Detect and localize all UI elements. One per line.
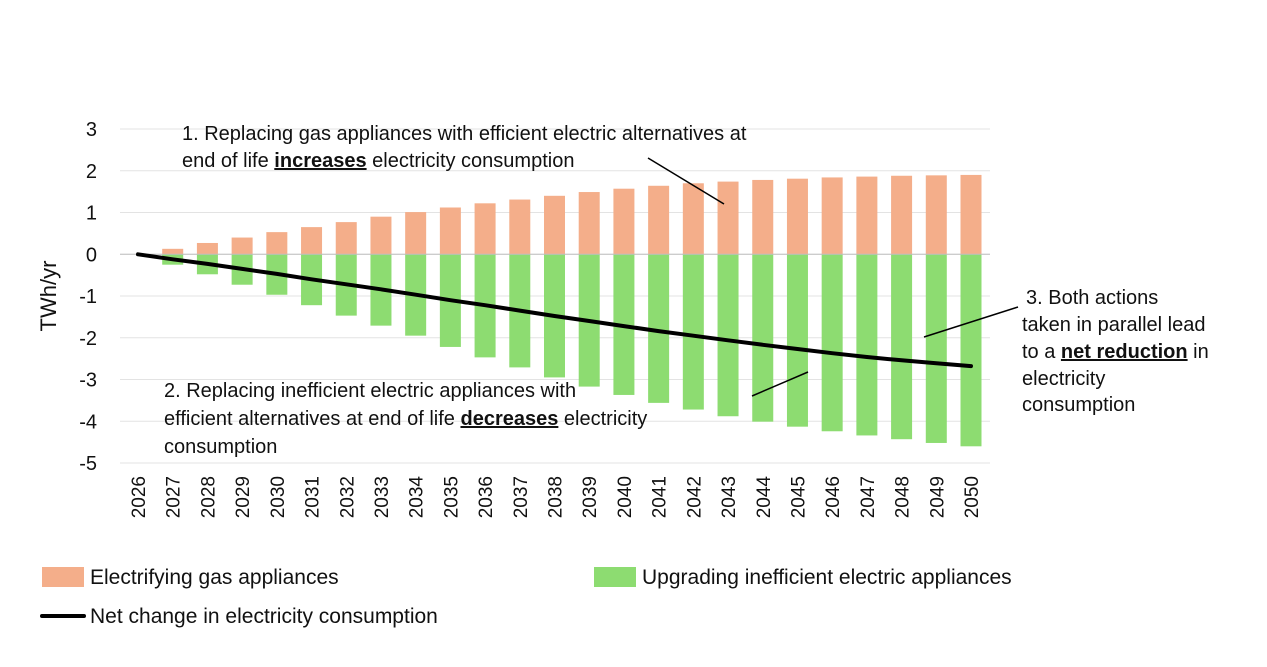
annotation-2-line-1: 2. Replacing inefficient electric applia…: [164, 380, 576, 402]
y-axis-label: TWh/yr: [36, 261, 61, 332]
annotation-1-leader: [647, 157, 725, 205]
x-tick-label: 2045: [788, 476, 809, 518]
x-tick-label: 2032: [337, 476, 358, 518]
legend-swatch-upgrading: [594, 567, 636, 587]
bar-electrifying-2047: [856, 176, 878, 255]
bar-electrifying-2034: [405, 212, 427, 255]
y-tick-label: -2: [79, 328, 97, 350]
annotation-3-line-1: 3. Both actions: [1026, 287, 1158, 309]
bar-electrifying-2041: [648, 185, 670, 255]
x-tick-label: 2038: [546, 476, 567, 518]
x-tick-label: 2043: [719, 476, 740, 518]
bar-electrifying-2045: [786, 178, 808, 255]
annotation-2-leader: [751, 371, 809, 397]
y-tick-labels: 3 2 1 0 -1 -2 -3 -4 -5: [79, 119, 97, 475]
bar-electrifying-2036: [474, 203, 496, 255]
annotation-3-line-5: consumption: [1022, 394, 1135, 416]
bar-electrifying-2038: [544, 195, 565, 255]
x-tick-label: 2031: [303, 476, 324, 518]
bar-electrifying-2050: [960, 174, 982, 255]
net-change-line: [136, 252, 973, 369]
bar-electrifying-2028: [196, 242, 218, 255]
bar-electrifying-2035: [439, 207, 461, 255]
x-tick-label: 2046: [823, 476, 844, 518]
bar-electrifying-2046: [821, 177, 843, 255]
x-tick-label: 2036: [476, 476, 497, 518]
bar-electrifying-2027: [162, 248, 184, 255]
x-tick-label: 2035: [441, 476, 462, 518]
bar-upgrading-2044: [752, 254, 774, 422]
bar-upgrading-2046: [821, 254, 843, 432]
bar-electrifying-2033: [370, 216, 392, 255]
legend-label-electrifying: Electrifying gas appliances: [90, 566, 339, 589]
x-tick-label: 2027: [164, 476, 185, 518]
y-tick-label: -3: [79, 370, 97, 392]
bar-electrifying-2044: [752, 179, 774, 255]
bar-electrifying-2042: [682, 183, 704, 255]
x-tick-labels: 2026 2027 2028 2029 2030 2031 2032 2033 2034 2035…: [129, 476, 983, 519]
bar-upgrading-2050: [960, 254, 982, 447]
x-tick-label: 2048: [893, 476, 914, 518]
annotation-2-line-2: efficient alternatives at end of life de…: [164, 408, 647, 430]
bar-electrifying-2039: [578, 192, 600, 255]
bar-electrifying-2048: [891, 175, 913, 255]
x-tick-label: 2040: [615, 476, 636, 518]
bar-upgrading-2047: [856, 254, 878, 436]
bar-electrifying-2043: [717, 181, 739, 255]
annotation-1: 1. Replacing gas appliances with efficie…: [182, 123, 747, 205]
annotation-1-line-1: 1. Replacing gas appliances with efficie…: [182, 123, 747, 145]
bar-upgrading-2045: [786, 254, 808, 427]
annotation-2: 2. Replacing inefficient electric applia…: [164, 371, 809, 458]
bar-electrifying-2031: [301, 227, 323, 255]
x-tick-label: 2030: [268, 476, 289, 518]
x-tick-label: 2042: [684, 476, 705, 518]
legend-swatch-electrifying: [42, 567, 84, 587]
annotation-3-line-4: electricity: [1022, 368, 1105, 390]
x-tick-label: 2033: [372, 476, 393, 518]
bar-upgrading-2043: [717, 254, 739, 417]
x-tick-label: 2039: [580, 476, 601, 518]
x-tick-label: 2028: [198, 476, 219, 518]
bar-upgrading-2042: [682, 254, 704, 410]
x-tick-label: 2026: [129, 476, 150, 518]
y-tick-label: -1: [79, 286, 97, 308]
y-tick-label: -4: [79, 411, 97, 433]
y-tick-label: 1: [86, 203, 97, 225]
bars: [162, 174, 982, 447]
y-tick-label: -5: [79, 453, 97, 475]
annotation-3: 3. Both actions taken in parallel lead t…: [923, 287, 1209, 416]
x-tick-label: 2029: [233, 476, 254, 518]
x-tick-label: 2049: [927, 476, 948, 518]
x-tick-label: 2044: [754, 476, 775, 519]
y-tick-label: 0: [86, 244, 97, 266]
y-tick-label: 3: [86, 119, 97, 141]
bar-upgrading-2049: [925, 254, 947, 443]
bar-upgrading-2048: [891, 254, 913, 440]
annotation-3-leader: [923, 306, 1019, 338]
annotation-3-line-2: taken in parallel lead: [1022, 314, 1205, 336]
bar-electrifying-2032: [335, 222, 357, 255]
y-tick-label: 2: [86, 161, 97, 183]
legend-label-net: Net change in electricity consumption: [90, 605, 438, 628]
x-tick-label: 2037: [511, 476, 532, 518]
annotation-1-line-2: end of life increases electricity consum…: [182, 150, 574, 172]
bar-electrifying-2040: [613, 188, 635, 255]
bar-electrifying-2030: [266, 232, 288, 255]
x-tick-label: 2034: [407, 476, 428, 519]
x-tick-label: 2041: [650, 476, 671, 518]
bar-electrifying-2049: [925, 175, 947, 255]
x-tick-label: 2050: [962, 476, 983, 518]
legend-label-upgrading: Upgrading inefficient electric appliance…: [642, 566, 1012, 589]
bar-electrifying-2037: [509, 199, 531, 255]
legend: Electrifying gas appliances Upgrading in…: [40, 566, 1012, 628]
x-tick-label: 2047: [858, 476, 879, 518]
bar-upgrading-2041: [648, 254, 670, 403]
bar-electrifying-2029: [231, 237, 253, 255]
annotation-3-line-3: to a net reduction in: [1022, 341, 1209, 363]
annotation-2-line-3: consumption: [164, 436, 277, 458]
